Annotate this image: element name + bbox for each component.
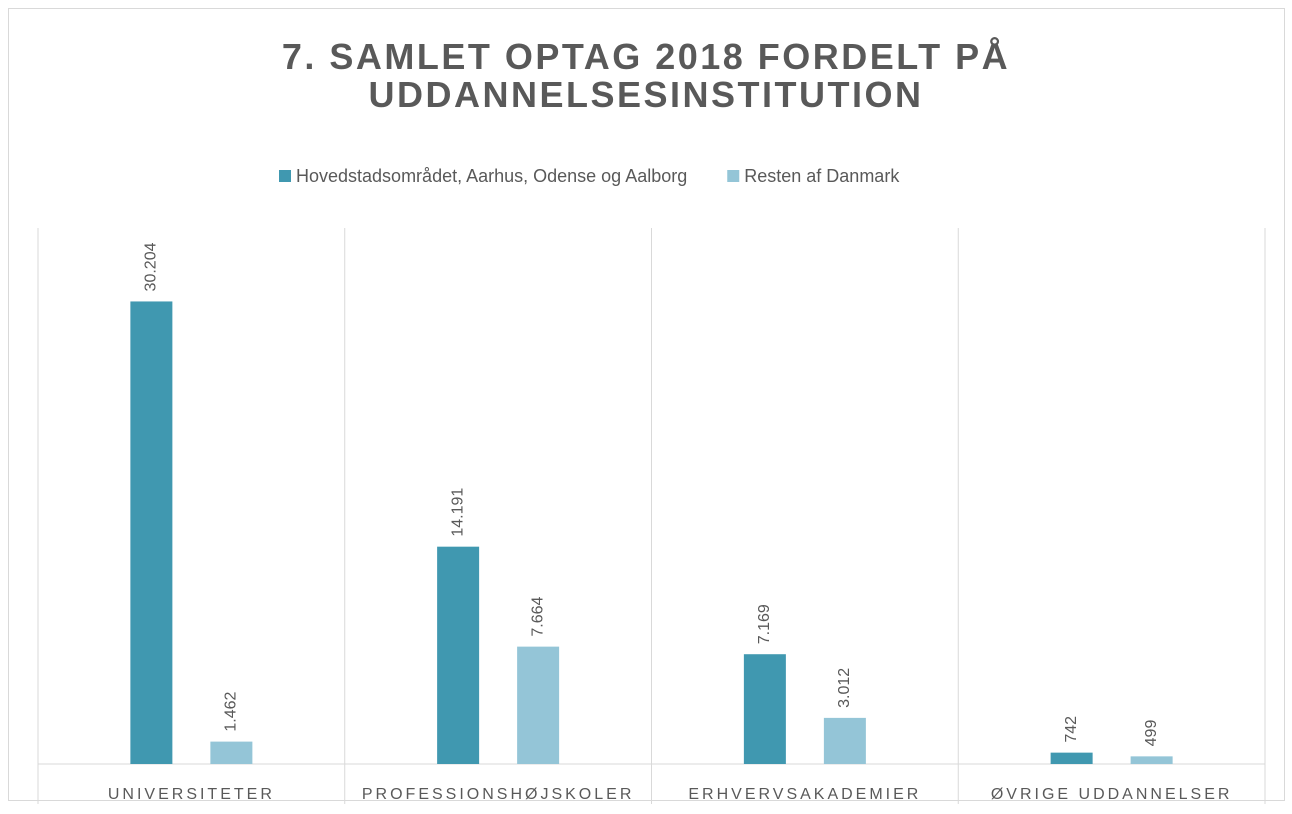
value-label: 3.012 [836,668,853,708]
bar [210,741,253,764]
x-tick-label: ØVRIGE UDDANNELSER [991,786,1233,803]
bar [823,717,866,764]
value-label: 7.169 [756,604,773,644]
value-label: 14.191 [449,488,466,537]
chart-border [8,8,1285,801]
bar [1050,752,1093,764]
value-label: 7.664 [529,596,546,636]
legend-swatch [279,170,291,182]
value-label: 1.462 [223,691,240,731]
bar [130,301,173,764]
bar [1130,756,1173,764]
value-label: 742 [1063,716,1080,743]
x-tick-label: UNIVERSITETER [108,786,275,803]
legend-label: Hovedstadsområdet, Aarhus, Odense og Aal… [296,166,687,186]
bar [437,546,480,764]
bar [743,654,786,764]
legend-swatch [727,170,740,182]
chart-title: 7. SAMLET OPTAG 2018 FORDELT PÅ UDDANNEL… [281,36,1011,115]
x-tick-label: ERHVERVSAKADEMIER [688,786,921,803]
legend-label: Resten af Danmark [744,166,900,186]
value-label: 499 [1143,720,1160,747]
bar [517,646,560,764]
value-label: 30.204 [143,242,160,291]
x-tick-label: PROFESSIONSHØJSKOLER [362,786,635,803]
